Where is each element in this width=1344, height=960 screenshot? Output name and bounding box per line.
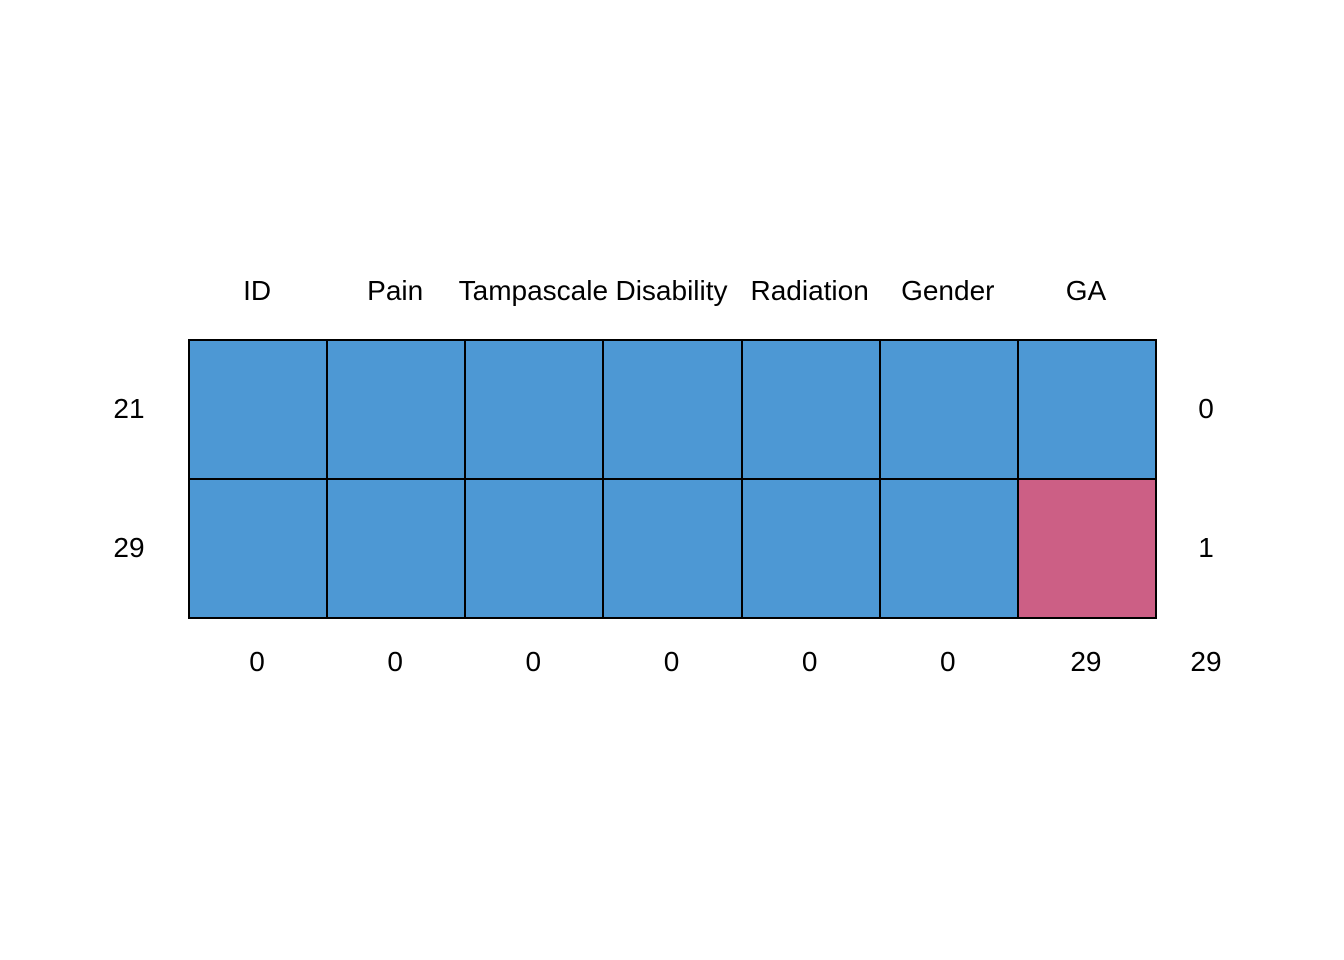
observed-cell: [879, 479, 1018, 618]
missing-cell: [1017, 479, 1156, 618]
observed-cell: [741, 479, 880, 618]
column-missing-count-label: 0: [801, 646, 818, 677]
total-missing-label: 29: [1190, 646, 1222, 677]
row-missing-count-label: 1: [1198, 531, 1214, 563]
observed-cell: [741, 340, 880, 479]
column-missing-count-label: 0: [939, 646, 956, 677]
column-missing-count-label: 29: [1070, 646, 1102, 677]
observed-cell: [603, 479, 742, 618]
column-header: Pain: [367, 275, 424, 306]
column-header: Disability: [615, 275, 728, 306]
row-count-label: 29: [113, 531, 145, 563]
column-header: ID: [243, 275, 272, 306]
pattern-grid: [188, 339, 1157, 619]
observed-cell: [327, 340, 466, 479]
column-missing-count-label: 0: [387, 646, 403, 677]
observed-cell: [465, 340, 604, 479]
column-missing-count-label: 0: [525, 646, 542, 677]
observed-cell: [189, 479, 328, 618]
column-header: Tampascale: [458, 275, 609, 306]
column-missing-count-label: 0: [249, 646, 265, 677]
observed-cell: [189, 340, 328, 479]
observed-cell: [603, 340, 742, 479]
observed-cell: [879, 340, 1018, 479]
observed-cell: [327, 479, 466, 618]
row-count-label: 21: [113, 392, 145, 424]
column-header: GA: [1065, 275, 1107, 306]
row-missing-count-label: 0: [1198, 392, 1214, 424]
column-header: Radiation: [750, 275, 869, 306]
column-missing-count-label: 0: [663, 646, 680, 677]
column-header: Gender: [901, 275, 995, 306]
observed-cell: [1017, 340, 1156, 479]
observed-cell: [465, 479, 604, 618]
